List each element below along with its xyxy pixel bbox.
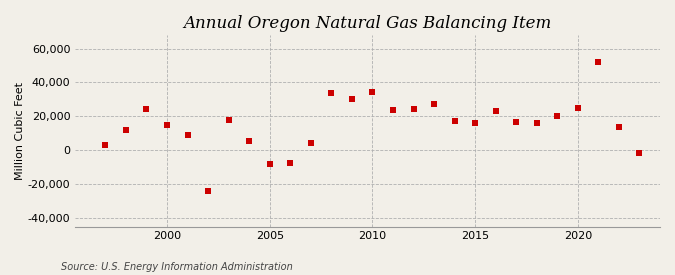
Point [572,106,583,110]
Point [100,143,111,147]
Point [387,107,398,112]
Point [244,139,254,143]
Point [305,141,316,146]
Point [141,106,152,111]
Point [265,162,275,166]
Y-axis label: Million Cubic Feet: Million Cubic Feet [15,82,25,180]
Point [511,120,522,125]
Point [346,96,357,101]
Text: Source: U.S. Energy Information Administration: Source: U.S. Energy Information Administ… [61,262,292,272]
Point [202,189,213,193]
Point [408,106,419,111]
Point [161,123,172,127]
Point [182,133,193,137]
Title: Annual Oregon Natural Gas Balancing Item: Annual Oregon Natural Gas Balancing Item [183,15,551,32]
Point [593,60,603,64]
Point [285,161,296,165]
Point [326,90,337,95]
Point [552,113,563,118]
Point [449,119,460,124]
Point [614,124,624,129]
Point [531,121,542,125]
Point [223,117,234,122]
Point [634,151,645,155]
Point [429,102,439,107]
Point [121,128,132,132]
Point [490,109,501,114]
Point [367,90,378,94]
Point [470,121,481,125]
